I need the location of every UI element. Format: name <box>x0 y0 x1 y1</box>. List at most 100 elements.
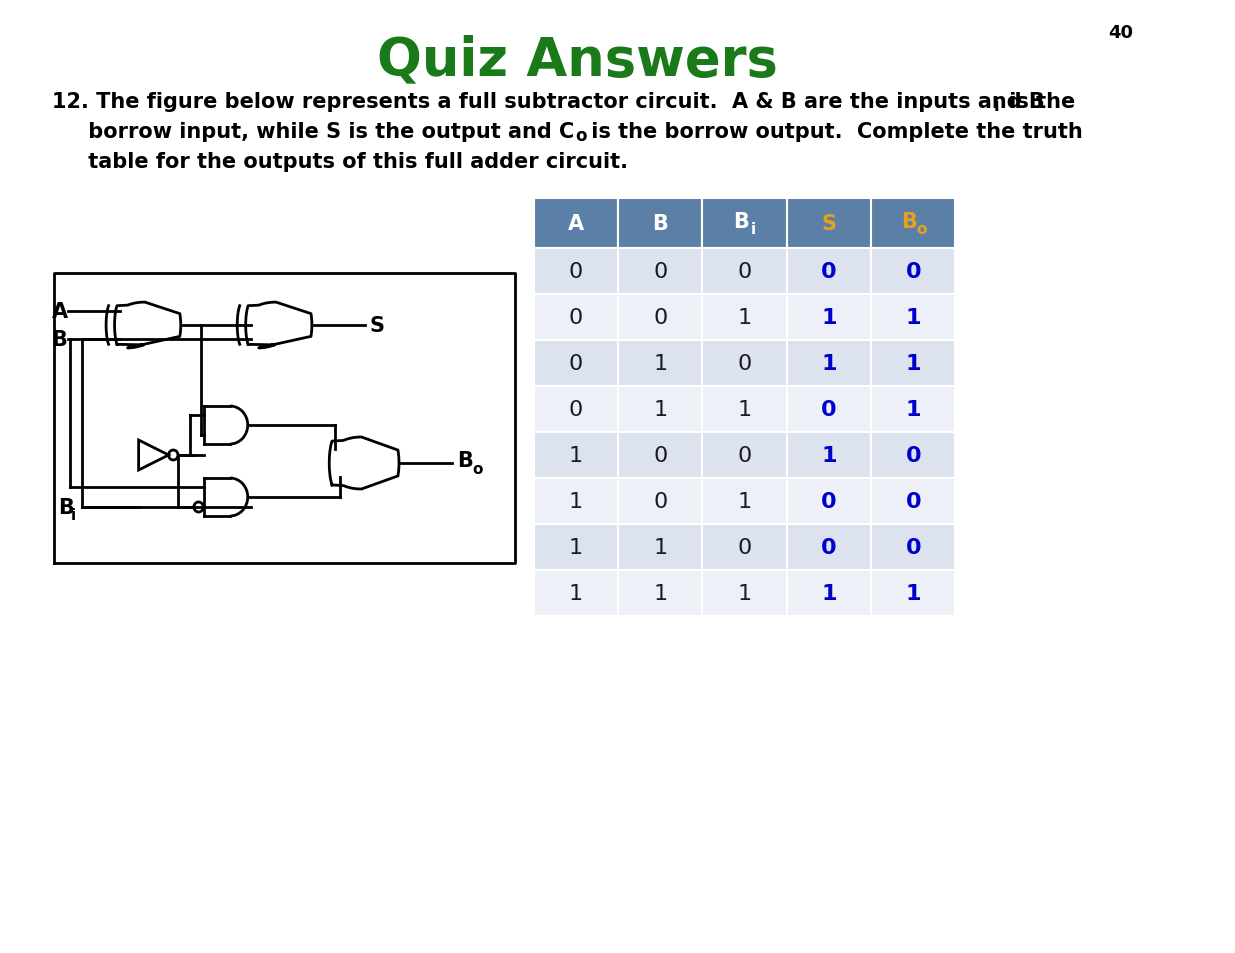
Text: is the: is the <box>1003 91 1076 112</box>
Text: B: B <box>732 212 748 232</box>
Text: B: B <box>58 497 74 517</box>
Text: 1: 1 <box>569 583 583 603</box>
Text: 1: 1 <box>569 537 583 558</box>
Text: 0: 0 <box>737 262 752 282</box>
Text: 1: 1 <box>821 446 836 465</box>
Text: i: i <box>751 221 756 236</box>
Text: B: B <box>902 212 918 232</box>
Text: 1: 1 <box>905 308 921 328</box>
Text: 1: 1 <box>653 537 667 558</box>
Text: 1: 1 <box>737 492 752 512</box>
Bar <box>619 294 703 340</box>
Text: B: B <box>457 451 473 471</box>
Bar <box>619 478 703 524</box>
Bar <box>619 199 703 249</box>
Text: S: S <box>370 315 385 335</box>
Text: 0: 0 <box>821 262 837 282</box>
Text: 0: 0 <box>737 354 752 374</box>
Bar <box>871 571 956 617</box>
Text: i: i <box>994 97 999 115</box>
Text: 1: 1 <box>821 308 836 328</box>
Text: 1: 1 <box>737 308 752 328</box>
Text: table for the outputs of this full adder circuit.: table for the outputs of this full adder… <box>52 152 627 172</box>
Bar <box>534 294 619 340</box>
Text: o: o <box>472 462 483 477</box>
Text: 1: 1 <box>569 492 583 512</box>
Bar <box>703 524 787 571</box>
Text: S: S <box>821 213 836 233</box>
Text: 0: 0 <box>653 262 667 282</box>
Text: i: i <box>72 507 77 522</box>
Bar <box>871 249 956 294</box>
Bar <box>534 387 619 433</box>
Text: borrow input, while S is the output and C: borrow input, while S is the output and … <box>52 122 574 142</box>
Text: 0: 0 <box>821 537 837 558</box>
Bar <box>534 524 619 571</box>
Bar <box>787 433 871 478</box>
Text: 1: 1 <box>653 354 667 374</box>
Text: 12. The figure below represents a full subtractor circuit.  A & B are the inputs: 12. The figure below represents a full s… <box>52 91 1045 112</box>
Text: 0: 0 <box>653 308 667 328</box>
Bar <box>703 478 787 524</box>
Text: 0: 0 <box>653 492 667 512</box>
Bar <box>534 199 619 249</box>
Bar <box>787 294 871 340</box>
Bar <box>534 478 619 524</box>
Bar <box>703 199 787 249</box>
Text: 1: 1 <box>821 354 836 374</box>
Bar <box>534 571 619 617</box>
Text: 0: 0 <box>905 446 921 465</box>
Text: 0: 0 <box>569 262 583 282</box>
Bar <box>703 433 787 478</box>
Text: 0: 0 <box>569 354 583 374</box>
Text: A: A <box>52 302 68 322</box>
Text: 1: 1 <box>569 446 583 465</box>
Text: 1: 1 <box>653 583 667 603</box>
Text: 1: 1 <box>737 583 752 603</box>
Text: 0: 0 <box>737 537 752 558</box>
Bar <box>703 294 787 340</box>
Text: 0: 0 <box>905 262 921 282</box>
Bar <box>787 340 871 387</box>
Bar <box>534 433 619 478</box>
Text: 0: 0 <box>737 446 752 465</box>
Bar <box>619 387 703 433</box>
Text: 0: 0 <box>569 308 583 328</box>
Bar <box>619 433 703 478</box>
Text: 0: 0 <box>821 399 837 419</box>
Text: 1: 1 <box>737 399 752 419</box>
Bar <box>871 340 956 387</box>
Text: o: o <box>916 221 926 236</box>
Text: B: B <box>652 213 668 233</box>
Bar <box>619 340 703 387</box>
Text: B: B <box>52 330 68 350</box>
Text: 0: 0 <box>821 492 837 512</box>
Bar <box>871 294 956 340</box>
Text: 40: 40 <box>1108 24 1134 42</box>
Bar <box>871 433 956 478</box>
Bar <box>787 199 871 249</box>
Bar <box>871 478 956 524</box>
Text: 1: 1 <box>905 354 921 374</box>
Text: 1: 1 <box>905 583 921 603</box>
Bar <box>703 387 787 433</box>
Bar <box>534 340 619 387</box>
Bar <box>703 571 787 617</box>
Text: 0: 0 <box>905 492 921 512</box>
Bar <box>787 249 871 294</box>
Bar <box>787 524 871 571</box>
Bar <box>703 249 787 294</box>
Bar <box>787 478 871 524</box>
Bar <box>871 524 956 571</box>
Bar <box>619 249 703 294</box>
Bar <box>787 387 871 433</box>
Text: Quiz Answers: Quiz Answers <box>378 34 778 86</box>
Text: 1: 1 <box>821 583 836 603</box>
Text: is the borrow output.  Complete the truth: is the borrow output. Complete the truth <box>584 122 1083 142</box>
Bar <box>534 249 619 294</box>
Bar <box>619 571 703 617</box>
Text: 1: 1 <box>905 399 921 419</box>
Bar <box>787 571 871 617</box>
Bar <box>871 199 956 249</box>
Bar <box>619 524 703 571</box>
